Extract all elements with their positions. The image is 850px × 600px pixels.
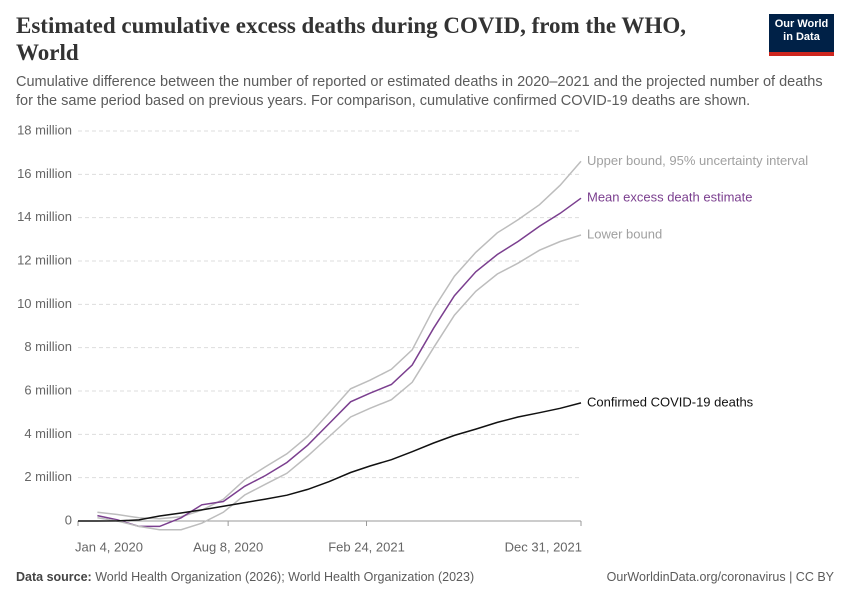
series-line	[97, 234, 582, 531]
series-line	[97, 160, 582, 520]
logo-text[interactable]: Our World in Data	[774, 18, 829, 43]
x-tick-label: Feb 24, 2021	[328, 539, 405, 554]
source-url[interactable]: OurWorldinData.org/coronavirus | CC BY	[606, 570, 834, 584]
source-text: World Health Organization (2026); World …	[95, 570, 475, 584]
y-tick-label: 14 million	[17, 209, 72, 224]
y-tick-label: 10 million	[17, 296, 72, 311]
x-tick-label: Jan 4, 2020	[75, 539, 143, 554]
y-tick-label: 16 million	[17, 166, 72, 181]
series-label: Confirmed COVID-19 deaths	[587, 394, 754, 409]
chart-subtitle: Cumulative difference between the number…	[16, 74, 823, 109]
y-tick-label: 2 million	[24, 469, 72, 484]
logo[interactable]: Our World in Data	[769, 14, 834, 56]
series-line	[97, 197, 582, 528]
y-tick-label: 8 million	[24, 339, 72, 354]
y-tick-label: 0	[65, 512, 72, 527]
y-tick-label: 18 million	[17, 122, 72, 137]
series-line	[78, 402, 582, 522]
source-label: Data source:	[16, 570, 92, 584]
x-tick-label: Dec 31, 2021	[505, 539, 582, 554]
series-label: Lower bound	[587, 226, 662, 241]
x-tick-label: Aug 8, 2020	[193, 539, 263, 554]
chart: 0 2 million 4 million 6 million 8 million 10 …	[17, 122, 808, 554]
source: Data source: World Health Organization (…	[16, 570, 474, 584]
chart-title: Estimated cumulative excess deaths durin…	[16, 13, 686, 65]
series-label: Mean excess death estimate	[587, 190, 752, 205]
series-label: Upper bound, 95% uncertainty interval	[587, 153, 808, 168]
y-tick-label: 12 million	[17, 252, 72, 267]
y-tick-label: 4 million	[24, 426, 72, 441]
y-tick-label: 6 million	[24, 382, 72, 397]
